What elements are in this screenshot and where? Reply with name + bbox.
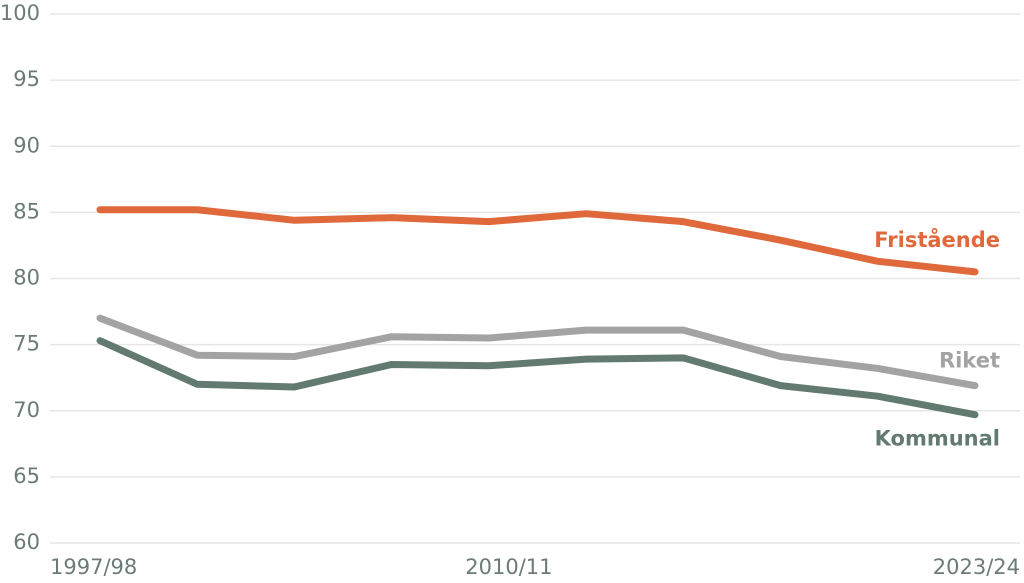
series-label: Fristående — [874, 227, 1000, 252]
line — [96, 337, 979, 419]
y-tick-label: 65 — [13, 464, 40, 488]
x-tick-label: 1997/98 — [50, 555, 137, 579]
y-tick-label: 75 — [13, 332, 40, 356]
y-tick-label: 95 — [13, 67, 40, 91]
y-tick-label: 70 — [13, 398, 40, 422]
y-tick-label: 100 — [0, 1, 40, 25]
y-tick-label: 90 — [13, 133, 40, 157]
y-tick-label: 85 — [13, 199, 40, 223]
y-tick-label: 60 — [13, 530, 40, 554]
line — [96, 314, 979, 390]
x-tick-label: 2023/24 — [933, 555, 1020, 579]
series-label: Kommunal — [875, 427, 1000, 451]
series-label: Riket — [939, 349, 1000, 373]
x-tick-label: 2010/11 — [465, 555, 552, 579]
y-tick-label: 80 — [13, 266, 40, 290]
line — [96, 206, 979, 276]
